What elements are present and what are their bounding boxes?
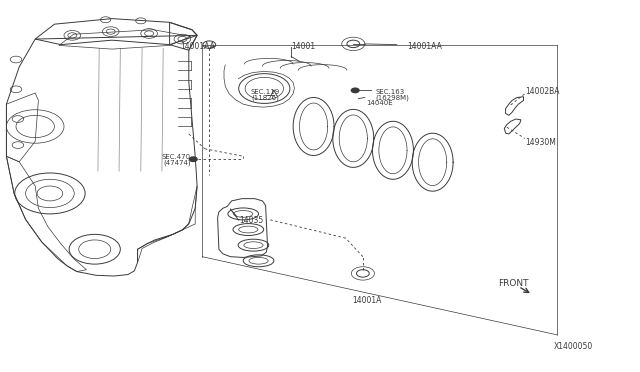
Text: 14001AA: 14001AA <box>407 42 442 51</box>
Text: 14002BA: 14002BA <box>525 87 559 96</box>
Text: X1400050: X1400050 <box>554 342 593 351</box>
Text: 14930M: 14930M <box>525 138 556 147</box>
Text: (16298M): (16298M) <box>376 94 410 101</box>
Text: SEC.119: SEC.119 <box>251 89 280 95</box>
Text: 14001AA: 14001AA <box>180 42 215 51</box>
Text: (11826): (11826) <box>252 94 280 101</box>
Text: 14040E: 14040E <box>366 100 393 106</box>
Circle shape <box>351 88 359 93</box>
Circle shape <box>189 157 197 161</box>
Text: SEC.163: SEC.163 <box>376 89 405 95</box>
Text: 14001: 14001 <box>291 42 316 51</box>
Text: FRONT: FRONT <box>498 279 529 288</box>
Text: 14001A: 14001A <box>352 296 381 305</box>
Text: 14035: 14035 <box>239 216 263 225</box>
Text: (47474): (47474) <box>163 159 191 166</box>
Text: SEC.470: SEC.470 <box>161 154 191 160</box>
